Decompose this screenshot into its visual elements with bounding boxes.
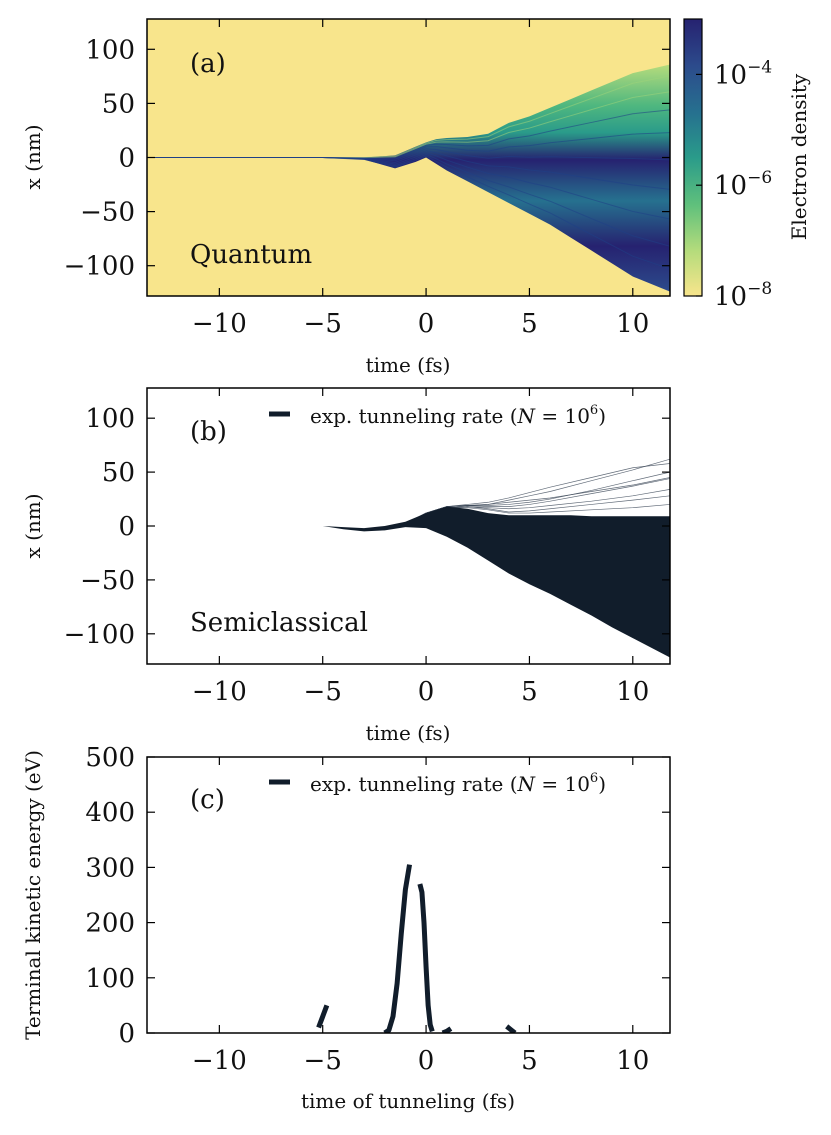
- density-fringe: [147, 109, 670, 159]
- panel-b-ylabel: x (nm): [21, 493, 45, 558]
- panel-a-xlabel: time (fs): [366, 353, 451, 377]
- x-tick-label: 10: [616, 1046, 649, 1076]
- x-tick-label: 0: [418, 677, 435, 707]
- x-tick-label: −10: [192, 309, 247, 339]
- panel-c-ylabel: Terminal kinetic energy (eV): [21, 750, 45, 1040]
- colorbar-tick-label: 10−6: [714, 168, 772, 201]
- kinetic-energy-segment: [383, 864, 413, 1033]
- density-fringe: [147, 155, 670, 270]
- y-tick-label: 300: [85, 853, 135, 883]
- density-fringe: [147, 91, 670, 159]
- density-fringes: [147, 75, 670, 270]
- panel-a-ylabel: x (nm): [21, 124, 45, 189]
- x-tick-label: 5: [521, 309, 538, 339]
- y-tick-label: 100: [85, 964, 135, 994]
- colorbar-tick-label: 10−8: [714, 279, 772, 312]
- y-tick-label: 500: [85, 743, 135, 773]
- panel-c-background: [147, 757, 670, 1033]
- density-fringe: [147, 75, 670, 159]
- y-tick-label: 50: [102, 89, 135, 119]
- x-tick-label: 0: [418, 309, 435, 339]
- x-tick-label: 10: [616, 309, 649, 339]
- panel-b-label: (b): [190, 417, 227, 447]
- kinetic-energy-curves: [316, 864, 517, 1033]
- density-fringe: [147, 150, 670, 190]
- density-fringe: [147, 148, 670, 162]
- x-tick-label: 5: [521, 1046, 538, 1076]
- trajectory-band: [322, 506, 670, 658]
- panel-a-label: (a): [190, 49, 226, 79]
- kinetic-energy-segment: [316, 1004, 330, 1029]
- y-tick-label: 100: [85, 35, 135, 65]
- y-tick-label: −50: [80, 198, 135, 228]
- colorbar: [683, 18, 703, 297]
- panel-b-annotation: Semiclassical: [190, 608, 368, 638]
- colorbar-label: Electron density: [787, 73, 811, 240]
- density-fringe: [147, 153, 670, 247]
- y-tick-label: 50: [102, 458, 135, 488]
- colorbar-tick-label: 10−4: [714, 57, 772, 90]
- x-tick-label: 0: [418, 1046, 435, 1076]
- y-tick-label: −100: [64, 252, 135, 282]
- panel-a-annotation: Quantum: [190, 240, 312, 270]
- y-tick-label: 400: [85, 798, 135, 828]
- panel-b-xlabel: time (fs): [366, 721, 451, 745]
- density-fringe: [147, 132, 670, 160]
- y-tick-label: −100: [64, 620, 135, 650]
- x-tick-label: 5: [521, 677, 538, 707]
- x-tick-label: 10: [616, 677, 649, 707]
- density-fringe: [147, 152, 670, 220]
- panel-c-legend: exp. tunneling rate (N = 106): [269, 771, 606, 796]
- kinetic-energy-segment: [505, 1024, 517, 1033]
- panel-c-label: (c): [190, 785, 225, 815]
- x-tick-label: −10: [192, 677, 247, 707]
- kinetic-energy-segment: [417, 883, 435, 1033]
- y-tick-label: 0: [118, 1019, 135, 1049]
- y-tick-label: 0: [118, 144, 135, 174]
- panel-c-xlabel: time of tunneling (fs): [301, 1089, 515, 1113]
- legend-text: exp. tunneling rate (N = 106): [310, 403, 606, 428]
- x-tick-label: −5: [304, 677, 342, 707]
- y-tick-label: 100: [85, 404, 135, 434]
- panel-b-legend: exp. tunneling rate (N = 106): [269, 403, 606, 428]
- legend-text: exp. tunneling rate (N = 106): [310, 771, 606, 796]
- panel-c-frame: [146, 756, 671, 1034]
- x-tick-label: −5: [304, 309, 342, 339]
- y-tick-label: −50: [80, 566, 135, 596]
- colorbar-ticks: 10−4 10−6 10−8: [696, 57, 772, 312]
- electron-density-region: [147, 64, 670, 292]
- y-tick-label: 0: [118, 512, 135, 542]
- y-tick-label: 200: [85, 909, 135, 939]
- x-tick-label: −10: [192, 1046, 247, 1076]
- x-tick-label: −5: [304, 1046, 342, 1076]
